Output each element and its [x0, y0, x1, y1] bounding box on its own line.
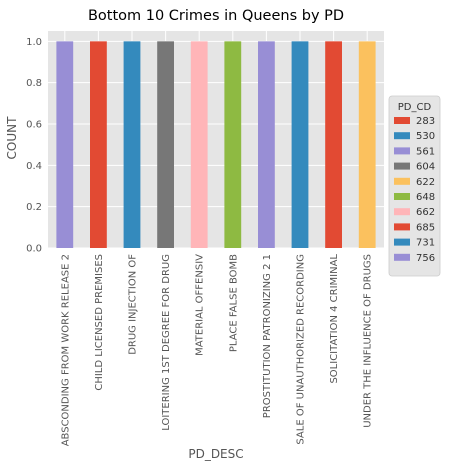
chart-title: Bottom 10 Crimes in Queens by PD — [88, 8, 344, 24]
legend-swatch — [394, 253, 410, 261]
y-tick-label: 0.0 — [26, 244, 42, 255]
legend-swatch — [394, 193, 410, 200]
legend-swatch — [394, 162, 410, 170]
x-tick-label: UNDER THE INFLUENCE OF DRUGS — [363, 254, 374, 428]
x-tick-label: PROSTITUTION PATRONIZING 2 1 — [262, 254, 273, 418]
bar — [123, 41, 141, 249]
bar — [190, 41, 208, 249]
legend-swatch — [394, 238, 410, 246]
y-tick-label: 0.8 — [26, 78, 42, 89]
bar — [56, 41, 74, 249]
legend-label: 756 — [416, 253, 435, 264]
legend-swatch — [394, 132, 410, 140]
legend-swatch — [394, 177, 410, 185]
bar — [90, 41, 107, 249]
x-axis-label: PD_DESC — [188, 447, 243, 461]
y-tick-label: 0.6 — [26, 120, 42, 131]
legend-label: 283 — [416, 116, 435, 127]
legend-swatch — [394, 208, 410, 216]
y-tick-label: 1.0 — [26, 37, 42, 48]
x-tick-label: DRUG INJECTION OF — [128, 254, 139, 355]
legend-swatch — [394, 223, 410, 231]
legend-label: 561 — [416, 146, 435, 157]
y-tick-label: 0.2 — [26, 202, 42, 213]
legend-label: 731 — [416, 238, 435, 249]
x-tick-label: SOLICITATION 4 CRIMINAL — [329, 254, 340, 384]
legend-label: 685 — [416, 222, 435, 233]
y-tick-label: 0.4 — [26, 161, 42, 172]
x-tick-label: MATERIAL OFFENSIV — [195, 254, 206, 356]
bar — [291, 41, 309, 249]
legend-title: PD_CD — [398, 102, 432, 113]
x-tick-label: ABSCONDING FROM WORK RELEASE 2 — [60, 254, 71, 446]
x-tick-label: SALE OF UNAUTHORIZED RECORDING — [296, 254, 307, 445]
legend-label: 662 — [416, 207, 435, 218]
legend-label: 648 — [416, 192, 435, 203]
bar — [358, 41, 376, 249]
bar — [258, 41, 275, 249]
legend-swatch — [394, 147, 410, 155]
bar — [224, 41, 242, 249]
legend-swatch — [394, 117, 410, 124]
bar — [325, 41, 342, 249]
legend-box — [388, 95, 441, 277]
legend-label: 604 — [416, 162, 435, 173]
bar — [157, 41, 174, 249]
plot-area: 0.0 0.2 0.4 0.6 0.8 1.0 ABSCONDING FROM WORK R… — [26, 31, 384, 446]
legend: PD_CD 283 530 561 604 622 648 662 685 731 756 — [388, 95, 441, 277]
legend-label: 622 — [416, 177, 435, 188]
x-tick-label: LOITERING 1ST DEGREE FOR DRUG — [161, 254, 172, 431]
x-tick-label: PLACE FALSE BOMB — [228, 254, 239, 352]
y-axis-label: COUNT — [5, 116, 19, 160]
x-tick-label: CHILD LICENSED PREMISES — [94, 254, 105, 391]
legend-label: 530 — [416, 131, 435, 142]
